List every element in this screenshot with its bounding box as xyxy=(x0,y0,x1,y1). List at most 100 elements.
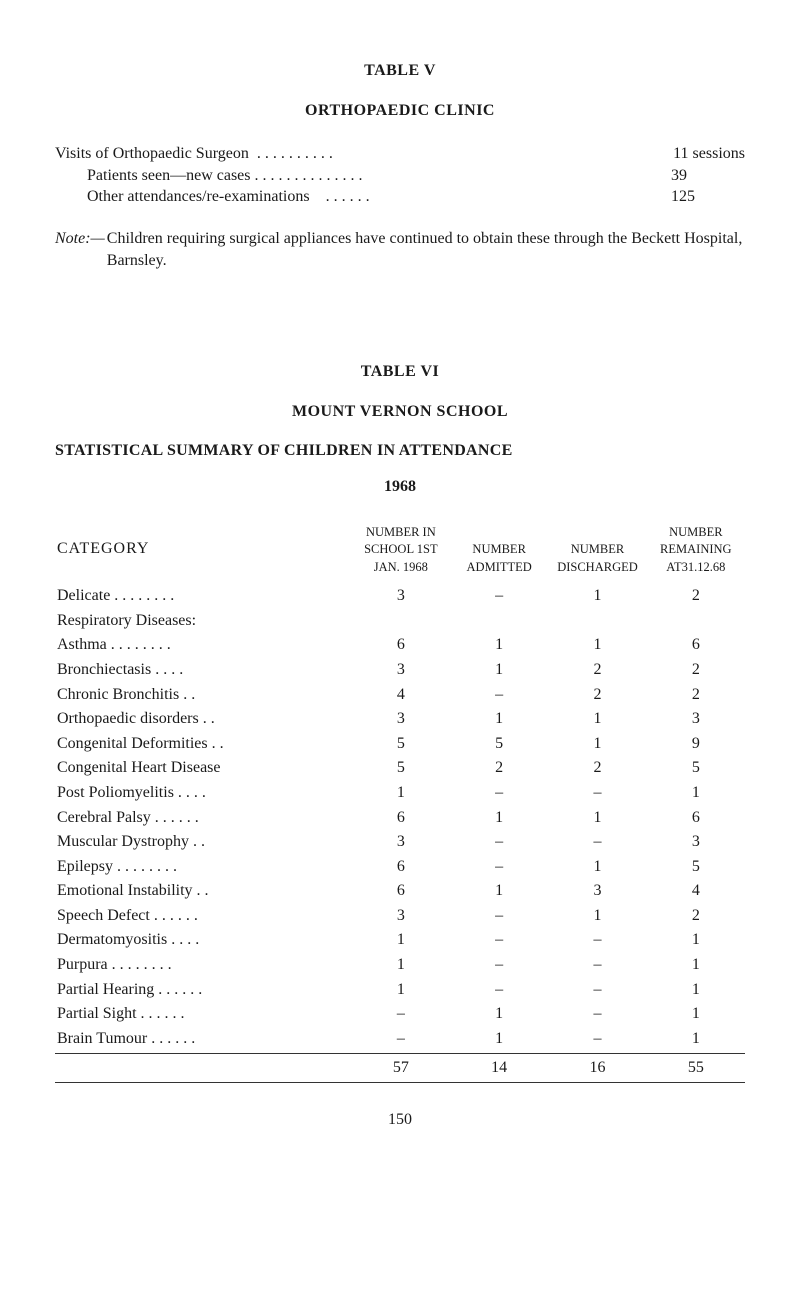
row-label: Emotional Instability . . xyxy=(55,879,352,904)
table-row: Post Poliomyelitis . . . .1––1 xyxy=(55,780,745,805)
row-value: 2 xyxy=(647,657,745,682)
row-value: 1 xyxy=(548,854,646,879)
row-value: – xyxy=(450,854,548,879)
row-value: 6 xyxy=(352,805,450,830)
row-value: 1 xyxy=(647,1026,745,1051)
table-row: Congenital Heart Disease5225 xyxy=(55,756,745,781)
row-value: 2 xyxy=(647,584,745,609)
row-label: Cerebral Palsy . . . . . . xyxy=(55,805,352,830)
row-value: 2 xyxy=(548,756,646,781)
total-col3: 16 xyxy=(548,1053,646,1082)
row-value: 1 xyxy=(352,928,450,953)
row-value: 2 xyxy=(548,657,646,682)
row-value: 2 xyxy=(647,682,745,707)
row-value: 2 xyxy=(647,903,745,928)
row-label: Muscular Dystrophy . . xyxy=(55,830,352,855)
row-value: 3 xyxy=(647,830,745,855)
row-value: 5 xyxy=(352,731,450,756)
total-col4: 55 xyxy=(647,1053,745,1082)
row-value: – xyxy=(450,682,548,707)
row-label: Epilepsy . . . . . . . . xyxy=(55,854,352,879)
table-vi-heading: STATISTICAL SUMMARY OF CHILDREN IN ATTEN… xyxy=(55,440,745,462)
row-value: 4 xyxy=(647,879,745,904)
row-value: – xyxy=(548,1026,646,1051)
row-value: 1 xyxy=(548,731,646,756)
table-row: Congenital Deformities . .5519 xyxy=(55,731,745,756)
row-value: 3 xyxy=(352,584,450,609)
header-col1-l2: SCHOOL 1ST xyxy=(352,541,450,558)
table-row: Purpura . . . . . . . .1––1 xyxy=(55,953,745,978)
table-row: Speech Defect . . . . . .3–12 xyxy=(55,903,745,928)
table-row: Cerebral Palsy . . . . . .6116 xyxy=(55,805,745,830)
table-row: Bronchiectasis . . . .3122 xyxy=(55,657,745,682)
table-v-title: ORTHOPAEDIC CLINIC xyxy=(55,100,745,122)
row-value: 1 xyxy=(647,928,745,953)
row-value: 5 xyxy=(450,731,548,756)
row-value: – xyxy=(450,953,548,978)
row-value: 1 xyxy=(647,780,745,805)
row-value: – xyxy=(548,1002,646,1027)
row-label: Post Poliomyelitis . . . . xyxy=(55,780,352,805)
row-value: – xyxy=(450,928,548,953)
total-col1: 57 xyxy=(352,1053,450,1082)
row-value: 3 xyxy=(352,903,450,928)
row-value: 9 xyxy=(647,731,745,756)
visits-surgeon-value: 11 sessions xyxy=(665,143,745,165)
table-row: Epilepsy . . . . . . . .6–15 xyxy=(55,854,745,879)
row-label: Congenital Heart Disease xyxy=(55,756,352,781)
header-col4-l1: NUMBER xyxy=(647,524,745,541)
row-label: Congenital Deformities . . xyxy=(55,731,352,756)
row-value xyxy=(647,608,745,633)
row-value: 1 xyxy=(548,903,646,928)
row-value: 2 xyxy=(450,756,548,781)
header-col3-l2: NUMBER xyxy=(548,541,646,558)
row-value: – xyxy=(548,953,646,978)
row-value: 1 xyxy=(647,977,745,1002)
table-row: Dermatomyositis . . . .1––1 xyxy=(55,928,745,953)
row-value: 6 xyxy=(352,633,450,658)
row-value: 1 xyxy=(548,633,646,658)
row-value: 6 xyxy=(352,854,450,879)
row-value: 1 xyxy=(548,805,646,830)
row-value: 6 xyxy=(647,633,745,658)
row-label: Speech Defect . . . . . . xyxy=(55,903,352,928)
row-value: – xyxy=(352,1002,450,1027)
row-value xyxy=(450,608,548,633)
row-value: 6 xyxy=(647,805,745,830)
table-row: Chronic Bronchitis . .4–22 xyxy=(55,682,745,707)
row-value: 3 xyxy=(352,707,450,732)
table-row: Partial Sight . . . . . .–1–1 xyxy=(55,1002,745,1027)
row-label: Dermatomyositis . . . . xyxy=(55,928,352,953)
header-category: CATEGORY xyxy=(55,524,352,576)
patients-value: 39 xyxy=(663,165,745,187)
total-col2: 14 xyxy=(450,1053,548,1082)
header-col2-l2: NUMBER xyxy=(450,541,548,558)
row-value: – xyxy=(548,977,646,1002)
row-value: 3 xyxy=(352,830,450,855)
table-row: Orthopaedic disorders . .3113 xyxy=(55,707,745,732)
row-label: Chronic Bronchitis . . xyxy=(55,682,352,707)
note-block: Note:— Children requiring surgical appli… xyxy=(55,228,745,271)
row-label: Delicate . . . . . . . . xyxy=(55,584,352,609)
patients-label: Patients seen—new cases xyxy=(87,165,251,187)
row-value: – xyxy=(450,780,548,805)
row-value: 5 xyxy=(352,756,450,781)
table-row: Respiratory Diseases: xyxy=(55,608,745,633)
row-value: – xyxy=(450,977,548,1002)
table-row: Emotional Instability . .6134 xyxy=(55,879,745,904)
dots: . . . . . . . . . . xyxy=(249,143,665,165)
row-value: 1 xyxy=(450,707,548,732)
row-value: – xyxy=(450,903,548,928)
page-number: 150 xyxy=(55,1109,745,1131)
table-row: Partial Hearing . . . . . .1––1 xyxy=(55,977,745,1002)
table-row: Brain Tumour . . . . . .–1–1 xyxy=(55,1026,745,1051)
row-value: 4 xyxy=(352,682,450,707)
row-value: – xyxy=(450,830,548,855)
row-label: Bronchiectasis . . . . xyxy=(55,657,352,682)
row-value: 3 xyxy=(548,879,646,904)
table-row: Muscular Dystrophy . .3––3 xyxy=(55,830,745,855)
header-col3-l1 xyxy=(548,524,646,541)
row-value: 1 xyxy=(450,633,548,658)
header-col3-l3: DISCHARGED xyxy=(548,558,646,575)
visits-block: Visits of Orthopaedic Surgeon . . . . . … xyxy=(55,143,745,208)
